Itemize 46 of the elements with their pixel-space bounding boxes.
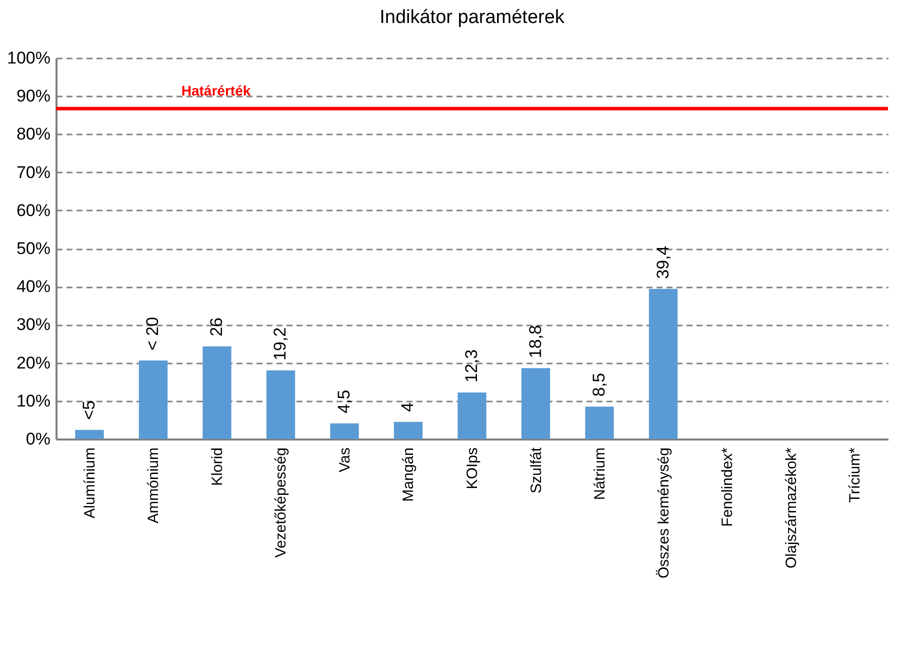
x-tick-label: Ammónium (145, 448, 162, 524)
y-tick-label: 80% (16, 124, 50, 144)
x-tick-label: Szulfát (528, 446, 545, 494)
annotation: <5 (79, 400, 98, 420)
x-tick-label: Klorid (208, 448, 226, 486)
bar (266, 370, 296, 439)
bar (75, 430, 104, 439)
annotation: 19,2 (270, 327, 290, 360)
y-tick-label: 20% (16, 353, 50, 372)
x-tick-label: KOIps (464, 448, 481, 490)
y-tick-label: 30% (16, 315, 50, 334)
bar (648, 288, 678, 439)
x-tick-label: Vezetőképesség (272, 448, 290, 558)
y-tick-label: 40% (16, 277, 50, 296)
y-tick-label: 90% (16, 86, 50, 106)
bar (138, 360, 168, 439)
annotation: 18,8 (526, 325, 545, 358)
y-tick-label: 10% (16, 391, 50, 410)
annotation: 12,3 (462, 349, 481, 383)
bar (458, 392, 486, 439)
x-tick-label: Trícium* (846, 447, 864, 503)
bar (394, 422, 423, 439)
annotation: 8,5 (590, 372, 609, 397)
y-tick-label: 50% (16, 239, 50, 258)
x-tick-label: Mangán (400, 448, 418, 502)
x-tick-label: Összes keménység (655, 448, 672, 578)
annotation: 4 (398, 402, 418, 412)
annotation: 39,4 (653, 246, 672, 279)
x-tick-label: Olajszármazékok* (782, 447, 800, 568)
bar (330, 423, 359, 439)
y-tick-label: 0% (26, 430, 50, 448)
annotation: 26 (206, 317, 226, 336)
y-tick-label: 70% (16, 162, 50, 182)
x-tick-label: Vas (336, 448, 354, 472)
annotation: 4,5 (334, 390, 354, 414)
y-tick-label: 100% (7, 48, 50, 68)
x-tick-label: Alumínium (81, 448, 98, 518)
x-tick-label: Fenolindex* (719, 447, 736, 527)
bar (202, 346, 232, 439)
ref-line-label: Határérték (181, 82, 251, 99)
chart-title: Indikátor paraméterek (380, 7, 565, 28)
x-tick-label: Nátrium (592, 448, 609, 500)
bar (521, 368, 550, 439)
bar (585, 406, 614, 439)
annotation: < 20 (143, 316, 162, 351)
y-tick-label: 60% (16, 200, 50, 220)
